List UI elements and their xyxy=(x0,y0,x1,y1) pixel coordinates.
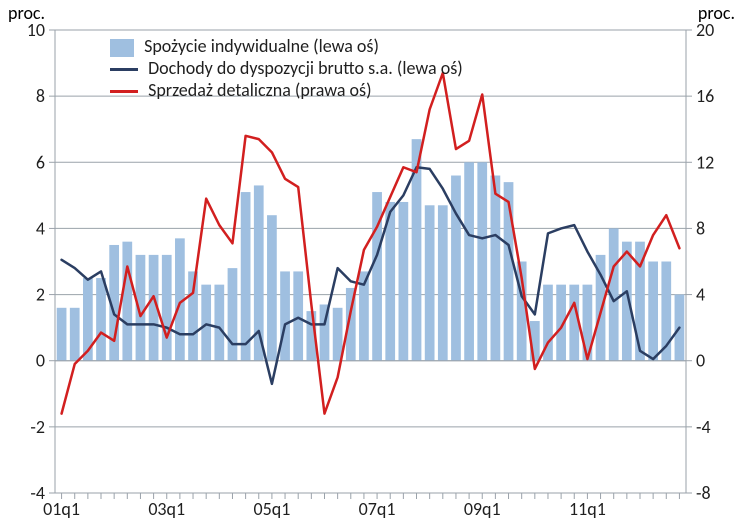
bar xyxy=(491,176,501,361)
y-left-tick-label: 2 xyxy=(36,284,45,306)
legend-swatch-bars xyxy=(110,39,134,57)
x-tick-label: 11q1 xyxy=(569,498,606,520)
legend-swatch-line2 xyxy=(110,90,138,93)
bar xyxy=(280,271,290,360)
bar xyxy=(425,205,435,360)
y-right-tick-label: 4 xyxy=(696,284,705,306)
bar xyxy=(293,271,303,360)
y-right-tick-label: -8 xyxy=(696,482,711,504)
legend-item-bars: Spożycie indywidualne (lewa oś) xyxy=(110,35,379,57)
y-right-tick-label: 0 xyxy=(696,350,705,372)
y-right-tick-label: 16 xyxy=(696,85,714,107)
legend-item-line2: Sprzedaż detaliczna (prawa oś) xyxy=(110,79,372,101)
legend-label-line1: Dochody do dyspozycji brutto s.a. (lewa … xyxy=(148,57,463,79)
y-left-tick-label: 8 xyxy=(36,85,45,107)
bar xyxy=(162,255,172,361)
bar xyxy=(228,268,238,361)
x-tick-label: 01q1 xyxy=(43,498,80,520)
bar xyxy=(648,262,658,361)
x-tick-label: 05q1 xyxy=(253,498,290,520)
x-tick-label: 07q1 xyxy=(359,498,396,520)
y-left-tick-label: 0 xyxy=(36,350,45,372)
bar xyxy=(83,278,93,361)
bar xyxy=(399,202,409,361)
bar xyxy=(70,308,80,361)
y-left-tick-label: 4 xyxy=(36,217,45,239)
y-right-title: proc. xyxy=(698,2,735,24)
bar xyxy=(464,162,474,360)
y-left-title: proc. xyxy=(8,2,45,24)
x-tick-label: 09q1 xyxy=(464,498,501,520)
y-right-tick-label: 8 xyxy=(696,217,705,239)
y-left-tick-label: 6 xyxy=(36,151,45,173)
chart-container: Spożycie indywidualne (lewa oś) Dochody … xyxy=(0,0,741,523)
legend-swatch-line1 xyxy=(110,68,138,71)
bar xyxy=(451,176,461,361)
bar xyxy=(438,205,448,360)
bar xyxy=(333,308,343,361)
legend-item-line1: Dochody do dyspozycji brutto s.a. (lewa … xyxy=(110,57,463,79)
bar xyxy=(57,308,67,361)
y-left-tick-label: -2 xyxy=(30,416,45,438)
y-right-tick-label: 12 xyxy=(696,151,714,173)
y-right-tick-label: -4 xyxy=(696,416,711,438)
bar xyxy=(214,285,224,361)
legend-label-bars: Spożycie indywidualne (lewa oś) xyxy=(144,35,379,57)
bar xyxy=(241,192,251,361)
legend-label-line2: Sprzedaż detaliczna (prawa oś) xyxy=(148,79,371,101)
bar xyxy=(267,215,277,361)
bar xyxy=(122,242,132,361)
x-tick-label: 03q1 xyxy=(148,498,185,520)
bar xyxy=(201,285,211,361)
bar xyxy=(96,278,106,361)
bar xyxy=(477,162,487,360)
